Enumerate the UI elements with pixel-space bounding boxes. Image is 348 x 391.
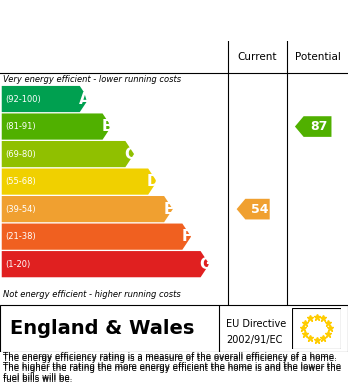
Text: G: G [199, 256, 211, 272]
Text: F: F [182, 229, 192, 244]
Text: (92-100): (92-100) [5, 95, 41, 104]
Text: D: D [147, 174, 159, 189]
Text: (1-20): (1-20) [5, 260, 31, 269]
Text: (81-91): (81-91) [5, 122, 36, 131]
Text: 2002/91/EC: 2002/91/EC [226, 335, 283, 345]
Polygon shape [2, 169, 157, 195]
Text: C: C [124, 147, 135, 161]
Text: Not energy efficient - higher running costs: Not energy efficient - higher running co… [3, 290, 181, 299]
Polygon shape [2, 196, 173, 222]
Text: E: E [164, 202, 174, 217]
Text: England & Wales: England & Wales [10, 319, 195, 338]
Text: Potential: Potential [295, 52, 340, 62]
Text: EU Directive: EU Directive [226, 319, 286, 329]
Polygon shape [2, 113, 111, 140]
Text: A: A [78, 91, 90, 106]
Text: Very energy efficient - lower running costs: Very energy efficient - lower running co… [3, 75, 182, 84]
FancyBboxPatch shape [0, 305, 348, 352]
Polygon shape [2, 86, 88, 112]
Polygon shape [295, 116, 331, 137]
Polygon shape [2, 224, 191, 250]
Text: The energy efficiency rating is a measure of the overall efficiency of a home. T: The energy efficiency rating is a measur… [3, 352, 342, 382]
Text: Energy Efficiency Rating: Energy Efficiency Rating [10, 11, 258, 30]
Text: 87: 87 [311, 120, 328, 133]
Polygon shape [237, 199, 270, 219]
Text: (69-80): (69-80) [5, 150, 36, 159]
Text: (39-54): (39-54) [5, 204, 36, 213]
Text: (55-68): (55-68) [5, 177, 36, 186]
Text: (21-38): (21-38) [5, 232, 36, 241]
Text: The energy efficiency rating is a measure of the overall efficiency of a home. T: The energy efficiency rating is a measur… [3, 354, 342, 384]
Text: 54: 54 [251, 203, 268, 215]
Text: Current: Current [238, 52, 277, 62]
Polygon shape [2, 251, 209, 277]
Polygon shape [2, 141, 134, 167]
Text: B: B [101, 119, 113, 134]
